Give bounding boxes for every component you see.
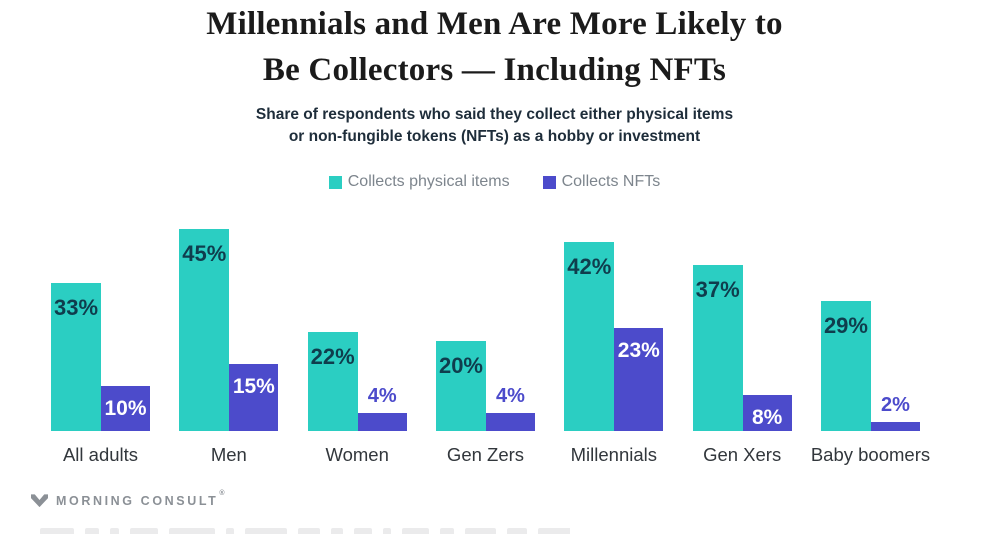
bar-group: 45% 15% Men	[179, 228, 279, 465]
nft-bar: 8%	[742, 395, 792, 431]
category-label: Millennials	[570, 444, 657, 465]
chart-legend: Collects physical items Collects NFTs	[0, 173, 989, 191]
physical-value-label: 29%	[823, 312, 868, 338]
physical-value-label: 20%	[438, 353, 483, 378]
chart-title-line-2: Be Collectors — Including NFTs	[262, 52, 727, 88]
category-label: Gen Zers	[446, 444, 525, 465]
bar-group: 37% 8% Gen Xers	[692, 264, 792, 465]
physical-swatch-icon	[328, 175, 342, 189]
bar-group: 20% 4% Gen Zers	[435, 341, 535, 465]
chart-title: Millennials and Men Are More Likely to B…	[0, 1, 989, 93]
morning-consult-logo: MORNING CONSULT®	[31, 489, 228, 508]
category-label: Men	[210, 444, 247, 465]
trademark-symbol: ®	[219, 489, 228, 497]
category-label: Gen Xers	[703, 444, 782, 465]
nft-value-label: 4%	[496, 385, 525, 407]
nft-swatch-icon	[542, 175, 556, 189]
category-label: Women	[325, 444, 389, 465]
physical-items-bar: 20%	[435, 341, 486, 431]
legend-item-physical: Collects physical items	[328, 173, 510, 191]
nft-bar: 15%	[229, 363, 279, 431]
bar-chart: 33% 10% All adults 45% 15% Men 22% 4% Women 20% 4%…	[51, 228, 930, 465]
physical-value-label: 22%	[310, 344, 355, 369]
category-label: Baby boomers	[810, 444, 931, 465]
nft-value-label: 15%	[232, 374, 275, 398]
bar-group: 33% 10% All adults	[51, 282, 150, 465]
physical-value-label: 33%	[53, 294, 99, 320]
clipped-source-line	[40, 528, 570, 534]
chart-title-line-1: Millennials and Men Are More Likely to	[206, 6, 783, 42]
physical-value-label: 45%	[182, 240, 227, 266]
nft-value-label: 2%	[881, 394, 910, 416]
physical-value-label: 37%	[695, 276, 740, 302]
physical-value-label: 42%	[567, 254, 612, 279]
physical-items-bar: 22%	[307, 332, 358, 431]
nft-value-label: 8%	[751, 406, 783, 429]
legend-item-nfts: Collects NFTs	[542, 173, 661, 191]
chart-subtitle: Share of respondents who said they colle…	[0, 104, 989, 148]
chart-subtitle-line-1: Share of respondents who said they colle…	[255, 106, 734, 123]
nft-bar: 4%	[357, 385, 407, 431]
legend-label-nfts: Collects NFTs	[561, 173, 661, 190]
category-label: All adults	[62, 444, 139, 465]
nft-bar: 2%	[870, 394, 920, 431]
physical-items-bar: 33%	[51, 282, 101, 431]
physical-items-bar: 29%	[820, 300, 871, 431]
nft-bar: 23%	[614, 327, 664, 431]
nft-value-label: 10%	[104, 397, 147, 420]
nft-value-label: 23%	[617, 338, 660, 362]
nft-bar: 4%	[485, 385, 535, 431]
physical-items-bar: 37%	[692, 264, 743, 431]
bar-group: 29% 2% Baby boomers	[811, 300, 930, 465]
legend-label-physical: Collects physical items	[347, 173, 510, 190]
physical-items-bar: 42%	[564, 242, 615, 431]
physical-items-bar: 45%	[179, 228, 230, 431]
logo-text: MORNING CONSULT®	[56, 489, 228, 508]
nft-value-label: 4%	[367, 385, 397, 407]
bar-group: 42% 23% Millennials	[564, 242, 664, 465]
morning-consult-m-icon	[31, 494, 48, 508]
bar-group: 22% 4% Women	[307, 332, 407, 465]
nft-bar: 10%	[101, 386, 150, 431]
chart-subtitle-line-2: or non-fungible tokens (NFTs) as a hobby…	[288, 128, 701, 145]
